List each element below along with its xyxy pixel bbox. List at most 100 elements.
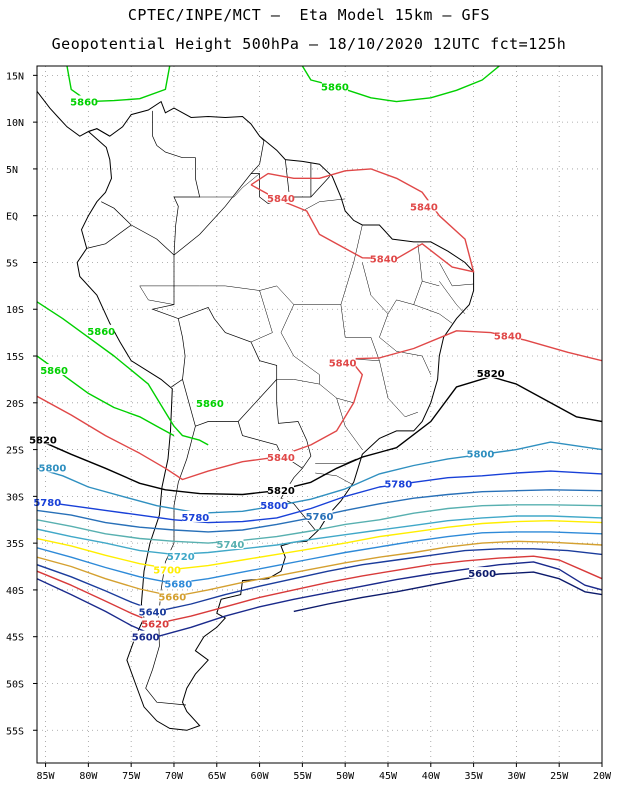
country-border [280, 468, 316, 531]
contour-label: 5600 [132, 633, 160, 644]
contour-label: 5660 [158, 592, 186, 603]
contour-labels: 5860 5860 5860 5860 5860 5840 5840 5840 5840 5840… [29, 80, 522, 644]
contour-line [37, 540, 602, 598]
contour-label-bg [261, 498, 288, 510]
contour-label-bg [88, 324, 115, 336]
contour-label-bg [385, 477, 412, 489]
contour-line [301, 66, 500, 103]
contour-line [37, 375, 602, 496]
lat-tick-label: 10S [6, 305, 24, 316]
contour-label-bg [182, 510, 209, 522]
contour-label: 5800 [38, 463, 66, 474]
state-border [280, 304, 320, 385]
contour-label: 5820 [267, 486, 295, 497]
lon-tick-label: 55W [293, 771, 312, 782]
contour-label-bg [34, 495, 61, 507]
state-border [302, 198, 346, 212]
state-border [139, 285, 294, 305]
lat-tick-label: EQ [6, 212, 18, 223]
contour-label: 5780 [384, 479, 412, 490]
contour-label-bg [267, 451, 294, 463]
lon-tick-label: 50W [336, 771, 355, 782]
contour-line [37, 561, 602, 638]
contour-label: 5860 [87, 327, 115, 338]
state-border [250, 290, 273, 343]
contour-label: 5820 [477, 369, 505, 380]
contour-line [37, 515, 602, 556]
contour-label-bg [29, 433, 56, 445]
axis-ticks: 15N 10N 5N EQ 5S 10S 15S 20S 25S 30S 35S 40S 45S 50S 5… [6, 71, 612, 782]
contour-label-bg [321, 80, 348, 92]
contour-label-bg [477, 366, 504, 378]
map-frame [36, 65, 603, 764]
contour-label-bg [410, 200, 437, 212]
contour-label: 5840 [267, 453, 295, 464]
lon-tick-label: 65W [208, 771, 227, 782]
contour-label-bg [494, 329, 521, 341]
contour-line [293, 571, 602, 613]
lat-tick-label: 40S [6, 586, 24, 597]
state-border [199, 173, 260, 198]
lat-tick-label: 55S [6, 726, 24, 737]
state-border [293, 304, 380, 361]
state-border [315, 472, 353, 485]
chart-title-line-2: Geopotential Height 500hPa – 18/10/2020 … [51, 35, 567, 53]
state-border [439, 262, 474, 287]
contour-label: 5820 [29, 435, 57, 446]
contour-label: 5860 [196, 399, 224, 410]
contour-line [250, 168, 475, 273]
contour-label: 5840 [410, 202, 438, 213]
contour-label: 5860 [40, 366, 68, 377]
contour-line [37, 470, 602, 524]
contour-line [37, 548, 602, 613]
lat-tick-label: 25S [6, 446, 24, 457]
country-border [151, 255, 239, 427]
lat-tick-label: 45S [6, 633, 24, 644]
contour-label-bg [306, 510, 333, 522]
lat-tick-label: 15N [6, 71, 24, 82]
lon-tick-label: 35W [465, 771, 484, 782]
contour-label: 5760 [306, 512, 334, 523]
lon-tick-label: 85W [37, 771, 56, 782]
contour-line [37, 520, 602, 570]
lat-lon-grid [37, 66, 602, 763]
coastline [76, 100, 475, 731]
lon-tick-label: 40W [422, 771, 441, 782]
contour-label: 5620 [141, 620, 169, 631]
contour-label-bg [467, 447, 494, 459]
map-background [37, 66, 602, 763]
state-border [379, 360, 418, 418]
contour-label-bg [370, 252, 397, 264]
contour-label-bg [142, 617, 169, 629]
lat-tick-label: 20S [6, 399, 24, 410]
state-border [139, 285, 175, 305]
contour-line [37, 555, 602, 625]
country-border [259, 135, 265, 165]
contour-label: 5840 [267, 194, 295, 205]
state-border [340, 224, 363, 305]
contour-label: 5640 [139, 607, 167, 618]
contour-label-bg [165, 577, 192, 589]
lat-tick-label: 35S [6, 539, 24, 550]
contour-label-bg [267, 483, 294, 495]
geography-layer [37, 90, 475, 731]
contour-label: 5740 [217, 540, 245, 551]
state-border [379, 313, 432, 375]
contour-label-bg [267, 191, 294, 203]
lat-tick-label: 5N [6, 165, 18, 176]
lon-tick-label: 80W [79, 771, 98, 782]
state-border [422, 280, 440, 287]
contour-line [37, 330, 602, 481]
lon-tick-label: 25W [550, 771, 569, 782]
contour-label: 5860 [321, 83, 349, 94]
contour-label-bg [469, 567, 496, 579]
contour-label: 5840 [329, 359, 357, 370]
contour-label: 5840 [494, 331, 522, 342]
contour-label: 5700 [153, 565, 181, 576]
lon-tick-label: 30W [507, 771, 526, 782]
height-contours [37, 66, 602, 638]
lat-tick-label: 30S [6, 492, 24, 503]
country-border [152, 110, 158, 146]
contour-label-bg [39, 461, 66, 473]
